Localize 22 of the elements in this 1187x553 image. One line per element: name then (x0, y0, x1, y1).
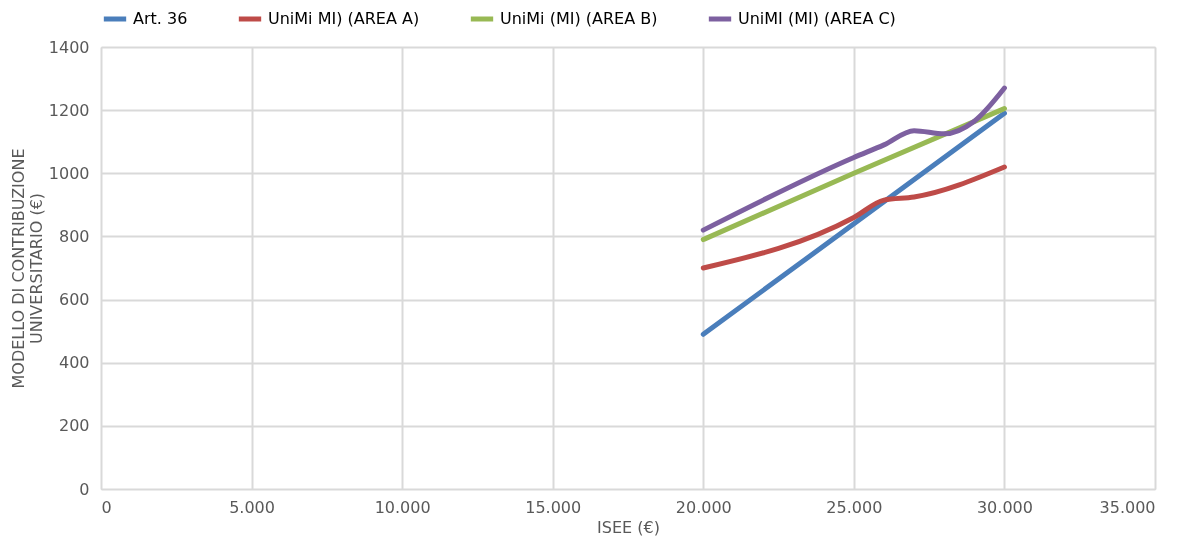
x-tick-label: 35.000 (1099, 497, 1156, 517)
legend-label: UniMi MI) (AREA A) (268, 9, 420, 28)
y-tick-label: 800 (58, 226, 90, 246)
y-tick-label: 400 (58, 353, 90, 373)
y-tick-label: 200 (58, 416, 90, 436)
y-tick-label: 1200 (48, 100, 90, 120)
y-tick-label: 1400 (48, 37, 90, 57)
y-tick-label: 0 (79, 479, 90, 499)
x-tick-label: 15.000 (525, 497, 582, 517)
x-tick-label: 0 (101, 497, 112, 517)
x-axis-title: ISEE (€) (597, 517, 660, 537)
x-tick-label: 30.000 (976, 497, 1033, 517)
y-tick-label: 1000 (48, 163, 90, 183)
legend-label: UniMi (MI) (AREA B) (500, 9, 658, 28)
y-axis-title: MODELLO DI CONTRIBUZIONE UNIVERSITARIO (€) (8, 148, 46, 389)
x-tick-label: 5.000 (229, 497, 275, 517)
legend-label: UniMI (MI) (AREA C) (738, 9, 896, 28)
x-tick-label: 10.000 (374, 497, 431, 517)
x-tick-label: 25.000 (826, 497, 883, 517)
legend-label: Art. 36 (133, 9, 188, 28)
x-tick-label: 20.000 (675, 497, 732, 517)
y-tick-label: 600 (58, 290, 90, 310)
